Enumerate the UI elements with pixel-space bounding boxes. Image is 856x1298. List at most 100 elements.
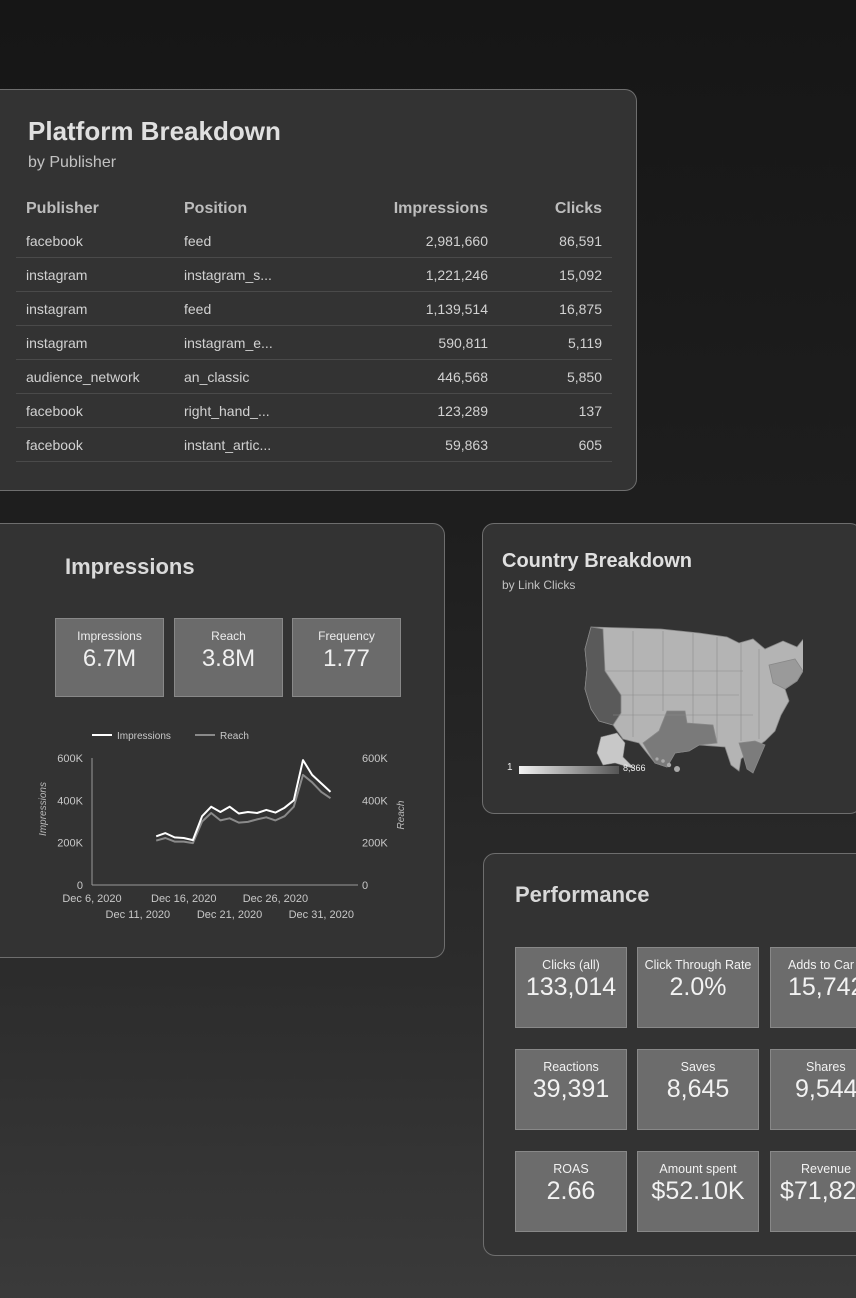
country-subtitle: by Link Clicks bbox=[502, 578, 576, 592]
northeast-shape[interactable] bbox=[768, 658, 803, 690]
metric-card-revenue: Revenue $71,82 bbox=[770, 1151, 856, 1232]
impressions-title: Impressions bbox=[65, 554, 195, 579]
table-row[interactable]: facebook feed 2,981,660 86,591 bbox=[16, 224, 612, 258]
kpi-value: 6.7M bbox=[82, 645, 137, 672]
kpi-value: 3.8M bbox=[201, 645, 256, 672]
table-row[interactable]: facebook right_hand_... 123,289 137 bbox=[16, 393, 612, 428]
cell-impressions: 1,139,514 bbox=[314, 291, 498, 326]
y-tick-label-right: 0 bbox=[362, 880, 368, 892]
col-header-clicks[interactable]: Clicks bbox=[554, 200, 602, 217]
cell-clicks: 5,850 bbox=[498, 359, 612, 394]
table-row[interactable]: audience_network an_classic 446,568 5,850 bbox=[16, 359, 612, 394]
cell-position: instant_artic... bbox=[174, 427, 314, 462]
impressions-reach-line-chart: Impressions Reach Impressions Reach 0 0 20… bbox=[38, 731, 407, 921]
y-tick-label-left: 200K bbox=[57, 838, 83, 850]
x-tick-label: Dec 11, 2020 bbox=[106, 909, 171, 921]
cell-publisher: facebook bbox=[16, 393, 174, 428]
y-tick-label-left: 600K bbox=[57, 753, 83, 765]
x-tick-label: Dec 31, 2020 bbox=[289, 909, 354, 921]
chart-lines bbox=[155, 759, 332, 845]
col-header-impressions[interactable]: Impressions bbox=[393, 200, 488, 217]
x-tick-label: Dec 6, 2020 bbox=[62, 893, 121, 905]
cell-clicks: 86,591 bbox=[498, 224, 612, 258]
platform-breakdown-panel: Platform Breakdown by Publisher Publishe… bbox=[0, 89, 637, 491]
metric-label: Adds to Car bbox=[788, 958, 855, 972]
cell-publisher: facebook bbox=[16, 427, 174, 462]
metric-value: 9,544 bbox=[795, 1075, 856, 1103]
cell-publisher: facebook bbox=[16, 224, 174, 258]
california-shape[interactable] bbox=[584, 626, 622, 726]
metric-value: 8,645 bbox=[666, 1075, 730, 1103]
texas-shape[interactable] bbox=[642, 710, 718, 768]
table-row[interactable]: instagram feed 1,139,514 16,875 bbox=[16, 291, 612, 326]
metric-value: $52.10K bbox=[651, 1177, 745, 1205]
metric-value: 2.0% bbox=[669, 973, 727, 1001]
cell-position: instagram_e... bbox=[174, 325, 314, 360]
chart-axes: 0 0 200K 200K 400K 400K 600K 600K Dec 6, 2020 Dec… bbox=[57, 753, 388, 921]
cell-impressions: 123,289 bbox=[314, 393, 498, 428]
kpi-reach: Reach 3.8M bbox=[174, 618, 283, 697]
cell-publisher: instagram bbox=[16, 257, 174, 292]
y-tick-label-right: 200K bbox=[362, 838, 388, 850]
cell-impressions: 446,568 bbox=[314, 359, 498, 394]
metric-value: 15,742 bbox=[788, 973, 856, 1001]
cell-clicks: 15,092 bbox=[498, 257, 612, 292]
kpi-label: Frequency bbox=[318, 629, 375, 643]
metric-label: Shares bbox=[806, 1060, 846, 1074]
alaska-shape[interactable] bbox=[596, 732, 636, 770]
cell-impressions: 590,811 bbox=[314, 325, 498, 360]
hawaii-shape[interactable] bbox=[655, 757, 680, 772]
table-row[interactable]: instagram instagram_e... 590,811 5,119 bbox=[16, 325, 612, 360]
cell-position: right_hand_... bbox=[174, 393, 314, 428]
impressions-panel: Impressions Impressions 6.7M Reach 3.8M … bbox=[0, 523, 445, 958]
florida-shape[interactable] bbox=[738, 740, 766, 774]
col-header-position[interactable]: Position bbox=[184, 200, 248, 217]
table-row[interactable]: facebook instant_artic... 59,863 605 bbox=[16, 427, 612, 462]
table-row[interactable]: instagram instagram_s... 1,221,246 15,092 bbox=[16, 257, 612, 292]
metric-label: Revenue bbox=[801, 1162, 852, 1176]
cell-clicks: 5,119 bbox=[498, 325, 612, 360]
metric-label: ROAS bbox=[553, 1162, 589, 1176]
x-tick-label: Dec 21, 2020 bbox=[197, 909, 262, 921]
performance-panel: Performance Clicks (all) 133,014 Click T… bbox=[483, 853, 856, 1256]
kpi-frequency: Frequency 1.77 bbox=[292, 618, 401, 697]
x-tick-label: Dec 16, 2020 bbox=[151, 893, 216, 905]
platform-subtitle: by Publisher bbox=[28, 154, 117, 171]
cell-position: an_classic bbox=[174, 359, 314, 394]
y-tick-label-right: 400K bbox=[362, 795, 388, 807]
us-choropleth-map[interactable] bbox=[503, 619, 803, 779]
cell-clicks: 605 bbox=[498, 427, 612, 462]
col-header-publisher[interactable]: Publisher bbox=[26, 200, 99, 217]
metric-card-reactions: Reactions 39,391 bbox=[515, 1049, 627, 1130]
cell-impressions: 1,221,246 bbox=[314, 257, 498, 292]
cell-publisher: instagram bbox=[16, 291, 174, 326]
metric-value: 2.66 bbox=[546, 1177, 596, 1205]
state-borders bbox=[605, 631, 760, 743]
metric-label: Reactions bbox=[543, 1060, 599, 1074]
y-tick-label-left: 400K bbox=[57, 795, 83, 807]
x-tick-label: Dec 26, 2020 bbox=[243, 893, 308, 905]
metric-label: Clicks (all) bbox=[542, 958, 600, 972]
metric-value: 39,391 bbox=[532, 1075, 610, 1103]
metric-card-clicks-all: Clicks (all) 133,014 bbox=[515, 947, 627, 1028]
metric-label: Amount spent bbox=[659, 1162, 737, 1176]
country-title: Country Breakdown bbox=[502, 550, 693, 572]
y-tick-label-left: 0 bbox=[77, 880, 83, 892]
legend-impressions: Impressions bbox=[117, 731, 171, 742]
y-axis-label-right: Reach bbox=[396, 800, 407, 829]
map-legend-min: 1 bbox=[507, 762, 513, 773]
metric-label: Click Through Rate bbox=[644, 958, 752, 972]
cell-position: feed bbox=[174, 224, 314, 258]
cell-clicks: 16,875 bbox=[498, 291, 612, 326]
map-legend-gradient bbox=[519, 766, 619, 774]
metric-card-roas: ROAS 2.66 bbox=[515, 1151, 627, 1232]
series-line-reach bbox=[155, 773, 332, 845]
cell-clicks: 137 bbox=[498, 393, 612, 428]
kpi-value: 1.77 bbox=[323, 645, 370, 672]
legend-reach: Reach bbox=[220, 731, 249, 742]
metric-value: 133,014 bbox=[525, 973, 617, 1001]
performance-title: Performance bbox=[515, 882, 650, 907]
y-tick-label-right: 600K bbox=[362, 753, 388, 765]
chart-legend: Impressions Reach bbox=[92, 731, 249, 742]
kpi-impressions: Impressions 6.7M bbox=[55, 618, 164, 697]
